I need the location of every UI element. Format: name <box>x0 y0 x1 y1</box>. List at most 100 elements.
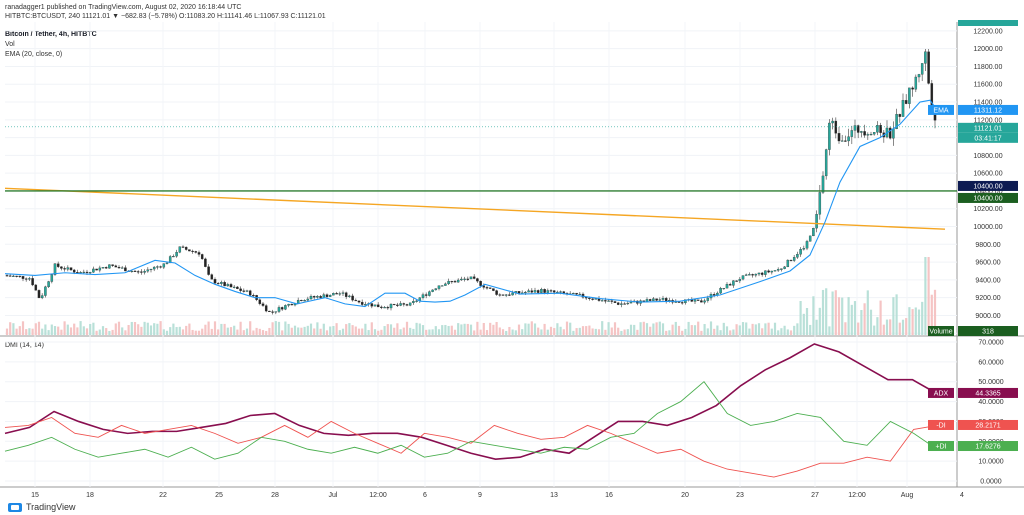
candle-body <box>181 246 185 248</box>
volume-bar <box>380 329 383 335</box>
volume-bar <box>821 289 825 335</box>
volume-bar <box>9 322 12 335</box>
candle-body <box>796 254 799 258</box>
volume-bar <box>655 322 658 335</box>
volume-bar <box>41 328 44 335</box>
volume-bar <box>540 329 543 335</box>
candle-body <box>831 120 834 124</box>
volume-bar <box>559 326 562 335</box>
candle-body <box>431 289 434 292</box>
candle-body <box>204 258 207 267</box>
volume-bar <box>841 297 844 335</box>
candle-body <box>197 252 201 255</box>
volume-bar <box>501 329 505 335</box>
candle-body <box>69 267 73 271</box>
footer-brand[interactable]: TradingView <box>8 502 76 512</box>
candle-body <box>31 278 34 286</box>
dmi-legend[interactable]: DMI (14, 14) <box>5 342 44 349</box>
candle-body <box>773 270 777 272</box>
volume-bar <box>377 330 380 335</box>
volume-bar <box>108 330 111 335</box>
chart-title[interactable]: Bitcoin / Tether, 4h, HITBTC <box>5 31 97 38</box>
volume-bar <box>517 324 521 335</box>
candle-body <box>50 274 54 282</box>
candle-body <box>341 292 345 294</box>
volume-bar <box>789 330 793 335</box>
volume-bar <box>889 319 892 335</box>
volume-bar <box>431 329 434 335</box>
candle-body <box>88 272 92 274</box>
candle-body <box>927 51 930 84</box>
volume-bar <box>92 322 95 335</box>
candle-body <box>130 270 134 273</box>
candle-body <box>303 300 306 302</box>
volume-bar <box>76 327 79 335</box>
volume-bar <box>876 317 879 335</box>
volume-bar <box>911 309 914 335</box>
volume-bar <box>690 325 693 335</box>
candle-body <box>120 267 124 269</box>
time-tick-label: 23 <box>736 492 744 499</box>
volume-bar <box>345 324 348 335</box>
candle-body <box>223 282 226 287</box>
candle-body <box>888 127 892 139</box>
tradingview-logo-icon <box>8 502 22 512</box>
candle-body <box>735 280 738 282</box>
volume-bar <box>719 330 722 335</box>
candle-body <box>47 281 50 288</box>
ema-legend[interactable]: EMA (20, close, 0) <box>5 51 63 58</box>
candle-body <box>584 297 588 299</box>
volume-bar <box>809 324 812 335</box>
candle-body <box>392 303 396 306</box>
volume-bar <box>73 323 76 335</box>
candle-body <box>140 271 143 273</box>
volume-bar <box>780 328 783 335</box>
volume-bar <box>290 327 293 335</box>
candle-body <box>530 290 534 293</box>
volume-legend[interactable]: Vol <box>5 41 15 48</box>
candle-body <box>8 275 12 277</box>
volume-bar <box>927 257 930 335</box>
volume-bar <box>233 325 236 335</box>
candle-body <box>469 276 473 280</box>
candle-body <box>629 301 633 304</box>
candle-body <box>664 298 668 302</box>
brand-text: TradingView <box>26 502 76 512</box>
volume-bar <box>418 323 421 335</box>
volume-bar <box>482 322 485 335</box>
volume-bar <box>437 329 441 335</box>
candle-body <box>312 296 316 298</box>
candle-body <box>492 288 495 291</box>
volume-bar <box>50 324 53 335</box>
candle-body <box>904 100 908 104</box>
candle-body <box>53 263 57 275</box>
volume-bar <box>831 291 834 335</box>
plus-di-tag-value: 17.6276 <box>975 444 1000 451</box>
candle-body <box>108 264 111 269</box>
volume-bar <box>524 323 527 335</box>
candle-body <box>136 271 140 273</box>
candle-body <box>325 294 329 297</box>
volume-bar <box>604 329 607 335</box>
volume-bar <box>133 322 137 335</box>
candle-body <box>421 294 425 298</box>
minus-di-tag: -DI 28.2171 <box>928 419 1018 430</box>
candle-body <box>760 272 764 275</box>
volume-bar <box>313 328 316 335</box>
candle-body <box>744 274 748 276</box>
volume-bar <box>185 325 188 335</box>
volume-bar <box>293 325 297 335</box>
volume-bar <box>588 325 591 335</box>
candle-body <box>466 278 470 280</box>
support-tag-2-bg <box>958 192 1018 203</box>
time-tick-label: 16 <box>605 492 613 499</box>
volume-bar <box>127 324 130 335</box>
candle-body <box>783 266 786 269</box>
candle-body <box>72 269 76 273</box>
volume-bar <box>565 321 569 335</box>
volume-bar <box>703 324 706 335</box>
candle-body <box>463 278 466 280</box>
candle-body <box>261 303 265 306</box>
plus-di-tag-label-bg <box>928 441 954 452</box>
